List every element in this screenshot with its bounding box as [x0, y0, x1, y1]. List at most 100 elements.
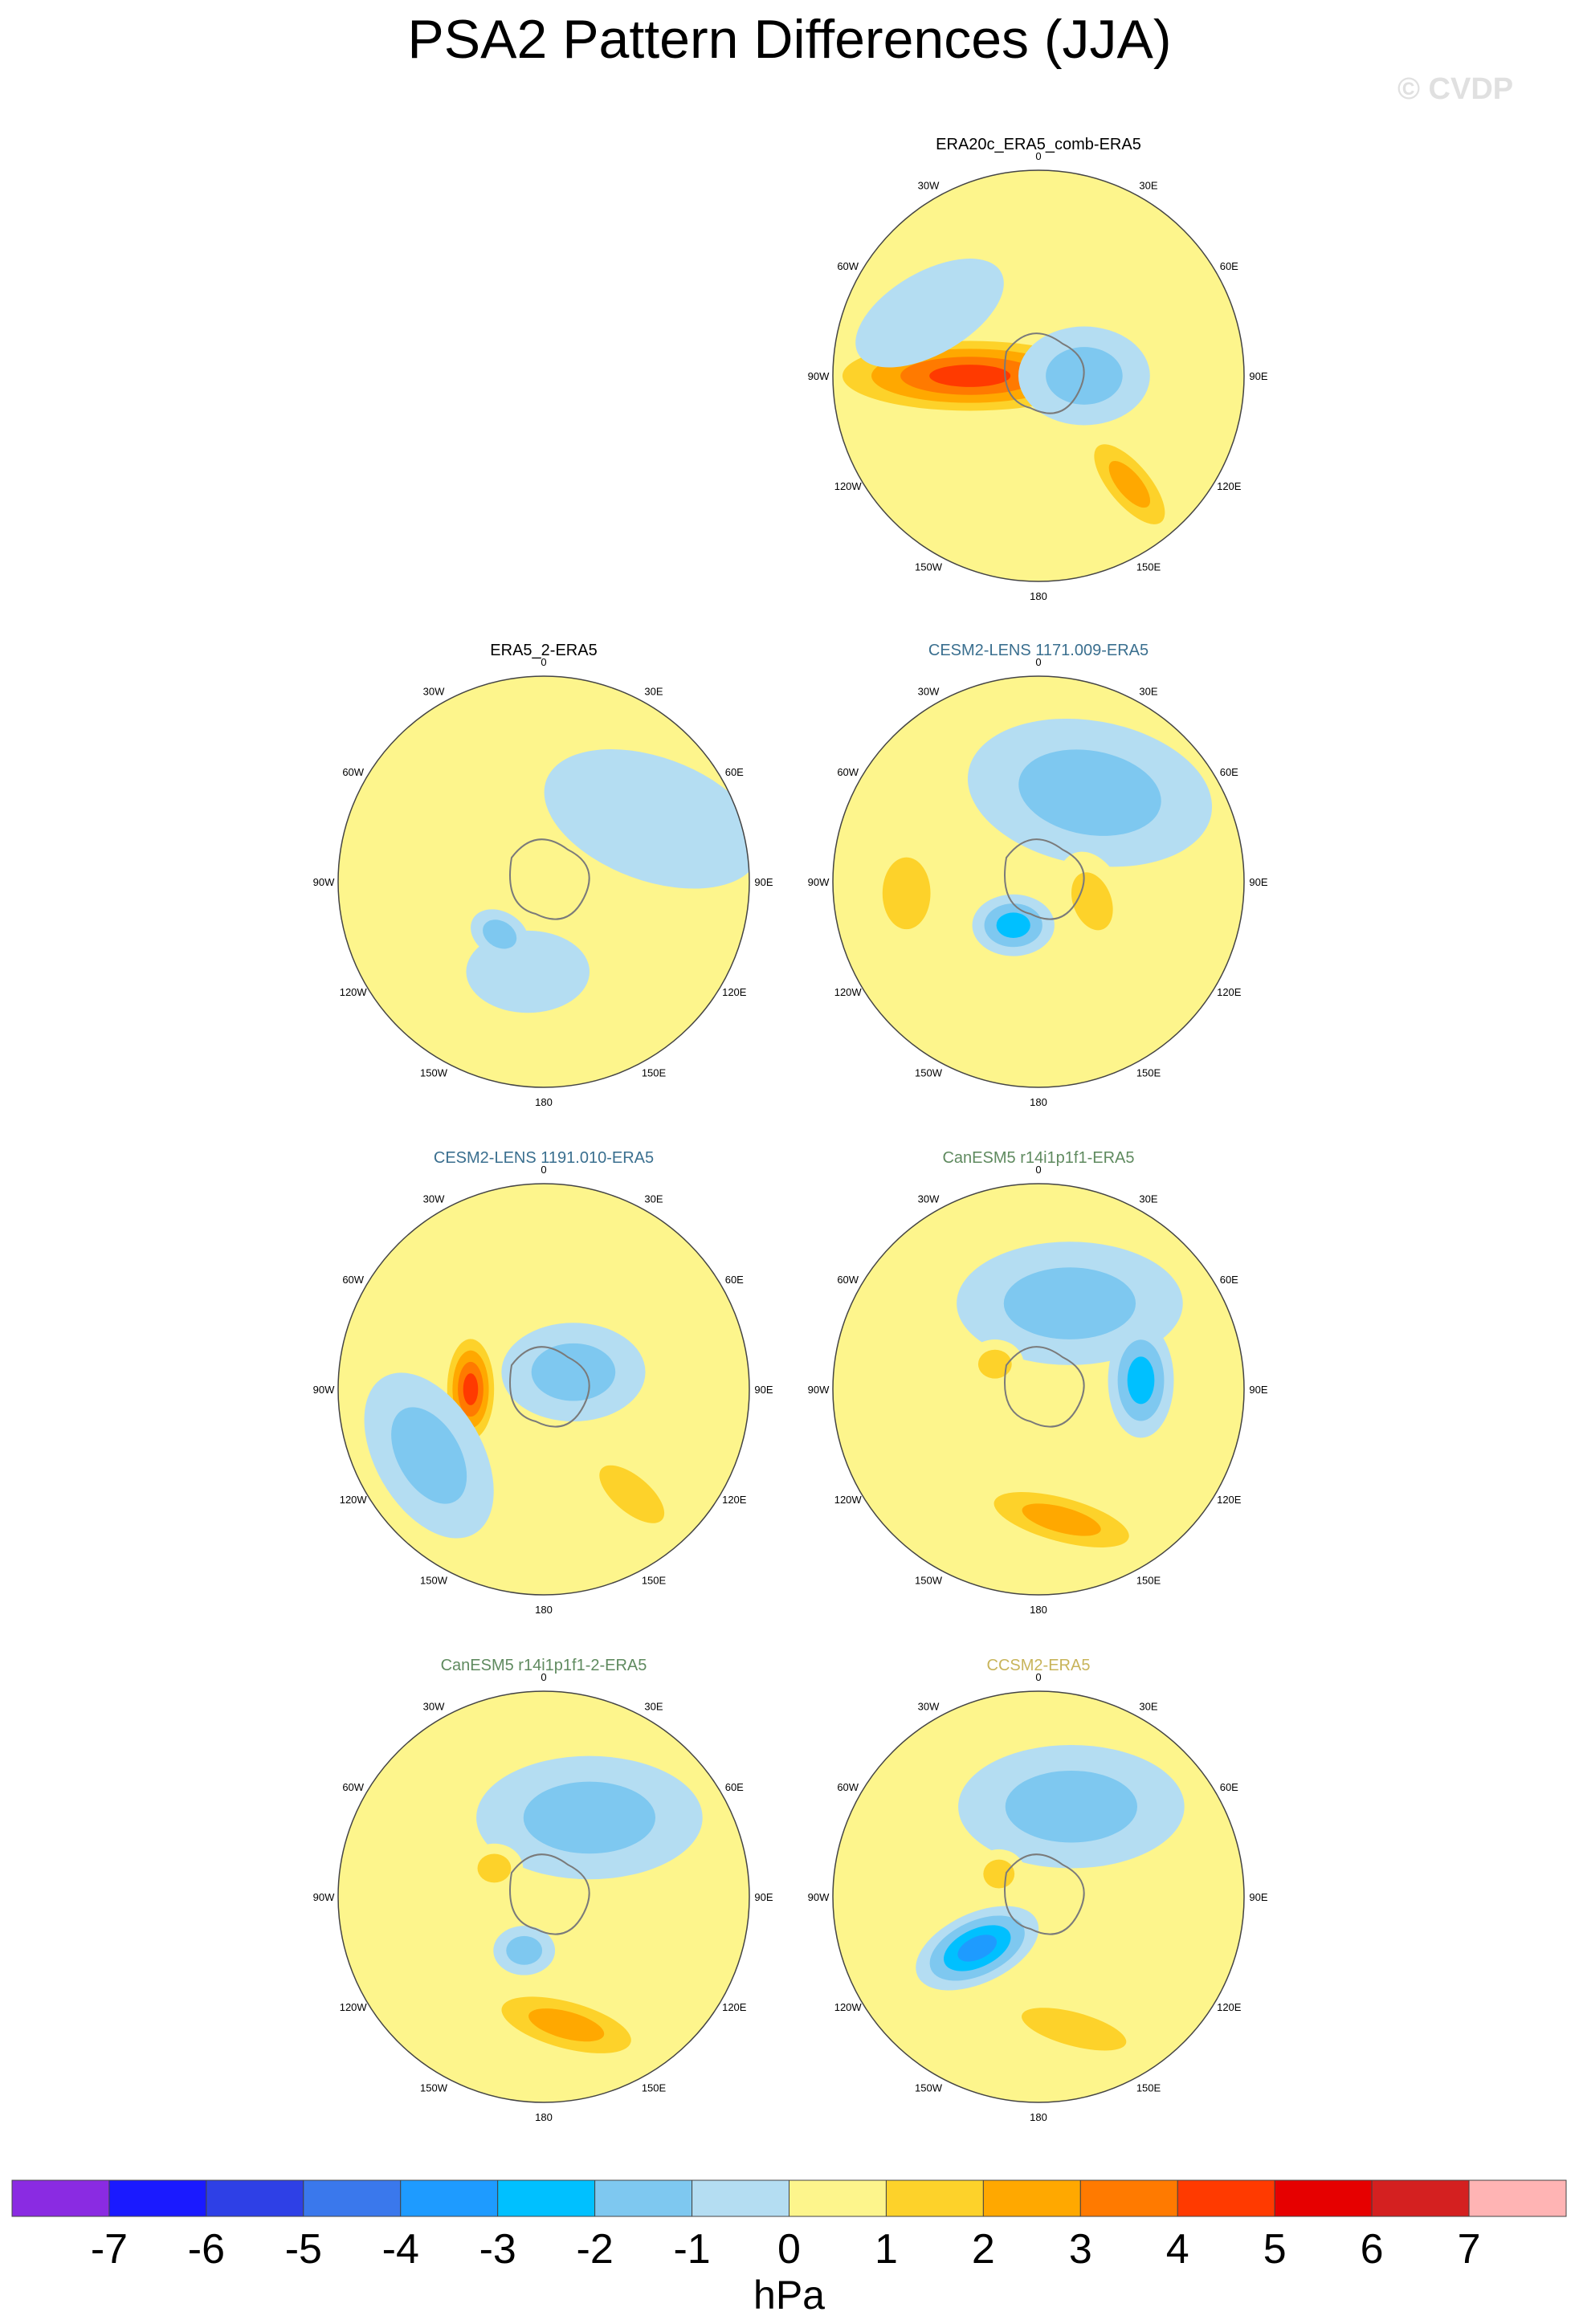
longitude-label: 150E [642, 2081, 667, 2094]
longitude-label: 120E [1217, 480, 1242, 492]
longitude-label: 60E [725, 1274, 744, 1286]
colorbar-tick-label: 2 [972, 2226, 995, 2273]
longitude-label: 60E [1220, 766, 1238, 778]
longitude-label: 60W [837, 1781, 859, 1793]
longitude-label: 30E [1139, 686, 1157, 698]
coastline [509, 838, 590, 920]
longitude-label: 120E [1217, 986, 1242, 998]
colorbar-tick-label: -3 [479, 2226, 516, 2273]
contour-region [523, 1781, 656, 1854]
colorbar-tick-label: 5 [1263, 2226, 1287, 2273]
contour-region [1018, 749, 1161, 836]
contour-region [531, 1343, 616, 1401]
longitude-label: 150E [642, 1066, 667, 1078]
longitude-label: 60W [342, 1781, 364, 1793]
longitude-label: 30W [423, 1193, 445, 1205]
longitude-label: 120E [1217, 1494, 1242, 1506]
contour-region [544, 749, 749, 889]
longitude-label: 0 [1035, 1164, 1041, 1176]
colorbar-swatch [108, 2179, 207, 2217]
longitude-label: 180 [1030, 590, 1047, 602]
longitude-label: 120E [722, 1494, 747, 1506]
longitude-label: 60W [342, 1274, 364, 1286]
colorbar-swatch [1177, 2179, 1275, 2217]
longitude-label: 30E [644, 686, 663, 698]
longitude-label: 30E [644, 1193, 663, 1205]
longitude-label: 90W [808, 1384, 830, 1396]
longitude-label: 0 [1035, 150, 1041, 162]
longitude-label: 60W [837, 766, 859, 778]
colorbar-swatch [1468, 2179, 1567, 2217]
colorbar-swatch [1079, 2179, 1178, 2217]
watermark: © CVDP [1397, 72, 1514, 106]
longitude-label: 90W [808, 876, 830, 888]
coastline [509, 1346, 590, 1428]
longitude-label: 0 [541, 656, 546, 668]
panel-title: CCSM2-ERA5 [987, 1657, 1091, 1674]
colorbar-swatch [1371, 2179, 1470, 2217]
map-border [832, 1183, 1245, 1596]
colorbar-tick-label: -4 [382, 2226, 419, 2273]
longitude-label: 30E [1139, 1701, 1157, 1713]
panel-title: ERA20c_ERA5_comb-ERA5 [936, 136, 1141, 153]
longitude-label: 150W [915, 2081, 943, 2094]
longitude-label: 120W [340, 2001, 368, 2013]
panel-title: CanESM5 r14i1p1f1-ERA5 [942, 1149, 1134, 1167]
colorbar-tick-label: 3 [1069, 2226, 1092, 2273]
contour-region [599, 1465, 665, 1523]
longitude-label: 180 [535, 1604, 553, 1616]
colorbar-swatch [11, 2179, 110, 2217]
panel-title: CESM2-LENS 1191.010-ERA5 [434, 1149, 654, 1167]
colorbar-swatch [400, 2179, 499, 2217]
panel-title: CESM2-LENS 1171.009-ERA5 [928, 642, 1149, 659]
colorbar-swatch [982, 2179, 1081, 2217]
longitude-label: 180 [1030, 2111, 1047, 2123]
longitude-label: 180 [1030, 1096, 1047, 1108]
longitude-label: 150E [1136, 2081, 1161, 2094]
longitude-label: 90E [754, 1384, 773, 1396]
longitude-label: 60W [342, 766, 364, 778]
contour-region [996, 912, 1030, 939]
longitude-label: 150E [1136, 1066, 1161, 1078]
map-border [832, 169, 1245, 582]
colorbar: -7 -6 -5 -4 -3 -2 -1 0 1 2 3 4 5 6 7 hPa [11, 2179, 1567, 2318]
longitude-label: 120E [1217, 2001, 1242, 2013]
longitude-label: 150W [420, 1066, 448, 1078]
colorbar-tick-label: 1 [875, 2226, 898, 2273]
colorbar-swatch [594, 2179, 693, 2217]
longitude-label: 90E [1249, 876, 1267, 888]
longitude-label: 90W [808, 370, 830, 382]
contour-region [483, 919, 517, 949]
contour-region [1108, 461, 1151, 508]
longitude-label: 90E [754, 876, 773, 888]
coastline [1004, 1346, 1085, 1428]
colorbar-units: hPa [753, 2273, 825, 2318]
longitude-label: 0 [541, 1164, 546, 1176]
colorbar-tick-label: -6 [188, 2226, 225, 2273]
colorbar-swatch [692, 2179, 790, 2217]
colorbar-tick-label: 0 [777, 2226, 801, 2273]
longitude-label: 30W [918, 1193, 940, 1205]
colorbar-tick-label: -7 [91, 2226, 128, 2273]
colorbar-swatch [1274, 2179, 1373, 2217]
longitude-label: 60W [837, 1274, 859, 1286]
colorbar-tick-label: 6 [1361, 2226, 1384, 2273]
coastline [509, 1853, 590, 1935]
colorbar-tick-label: -2 [577, 2226, 614, 2273]
longitude-label: 90E [1249, 1384, 1267, 1396]
longitude-label: 90W [313, 876, 335, 888]
colorbar-tick-label: 4 [1166, 2226, 1189, 2273]
coastline [1004, 1853, 1085, 1935]
longitude-label: 120W [834, 480, 863, 492]
contour-region [882, 857, 931, 930]
longitude-label: 120E [722, 986, 747, 998]
contour-region [528, 2008, 605, 2042]
map-border [832, 1690, 1245, 2103]
longitude-label: 0 [1035, 656, 1041, 668]
longitude-label: 90W [313, 1384, 335, 1396]
longitude-label: 90E [1249, 1891, 1267, 1903]
contour-region [977, 1349, 1012, 1379]
